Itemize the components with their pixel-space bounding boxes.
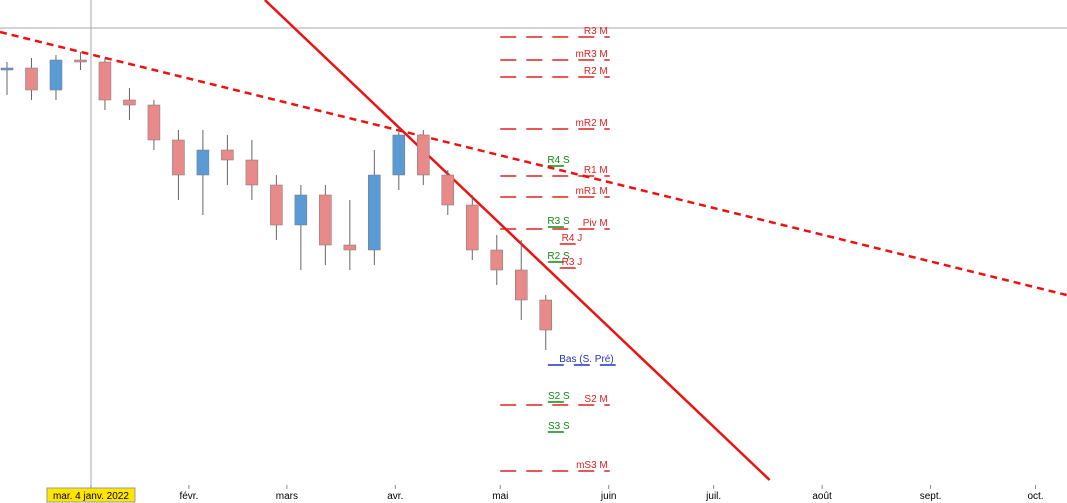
x-tick-label: oct. — [1027, 491, 1043, 502]
level-label: S2 S — [548, 391, 570, 402]
candle-body — [25, 67, 38, 91]
x-tick-highlight — [46, 487, 136, 503]
x-tick-label: mai — [492, 491, 508, 502]
trendline — [263, 0, 771, 481]
candle-body — [245, 159, 259, 186]
level-label: mR1 M — [576, 186, 608, 197]
candle-body — [466, 204, 479, 251]
candle-body — [147, 104, 161, 141]
candle-body — [172, 139, 185, 176]
candle-body — [270, 184, 283, 226]
candle-body — [0, 67, 14, 71]
x-tick-label: mar. 4 janv. 2022 — [53, 491, 129, 502]
candle-body — [515, 269, 528, 301]
candle-body — [490, 249, 504, 271]
level-label: mS3 M — [576, 460, 608, 471]
candle-body — [123, 99, 136, 106]
level-label: mR3 M — [576, 49, 608, 60]
candle-body — [441, 174, 455, 206]
level-label: Piv M — [583, 218, 608, 229]
level-label: S3 S — [548, 421, 570, 432]
candle-body — [221, 149, 234, 161]
x-tick-label: juil. — [705, 491, 721, 502]
candle-body — [196, 149, 210, 176]
level-label: R1 M — [584, 165, 608, 176]
candle-body — [294, 194, 308, 226]
candle-body — [368, 174, 381, 251]
candle-body — [319, 194, 332, 246]
trendline — [0, 30, 1067, 297]
level-label: Bas (S. Pré) — [559, 354, 613, 365]
level-label: R3 M — [584, 26, 608, 37]
level-label: S2 M — [584, 394, 607, 405]
level-label: R3 S — [547, 216, 570, 227]
candle-body — [539, 299, 552, 331]
level-label: R4 S — [547, 155, 570, 166]
level-label: R2 M — [584, 66, 608, 77]
level-label: R2 S — [547, 251, 570, 262]
candle-body — [417, 134, 430, 176]
x-tick-label: juin — [600, 491, 617, 502]
candle-body — [49, 59, 63, 91]
level-label: mR2 M — [576, 118, 608, 129]
x-tick-label: mars — [276, 491, 298, 502]
x-tick-label: août — [812, 491, 832, 502]
x-tick-label: sept. — [920, 491, 942, 502]
candle-body — [392, 134, 406, 176]
level-label: R3 J — [562, 257, 583, 268]
candle-body — [343, 244, 357, 251]
x-tick-label: févr. — [179, 491, 198, 502]
candle-body — [74, 59, 87, 63]
x-tick-label: avr. — [387, 491, 403, 502]
level-label: R4 J — [562, 233, 583, 244]
candle-body — [98, 61, 112, 101]
